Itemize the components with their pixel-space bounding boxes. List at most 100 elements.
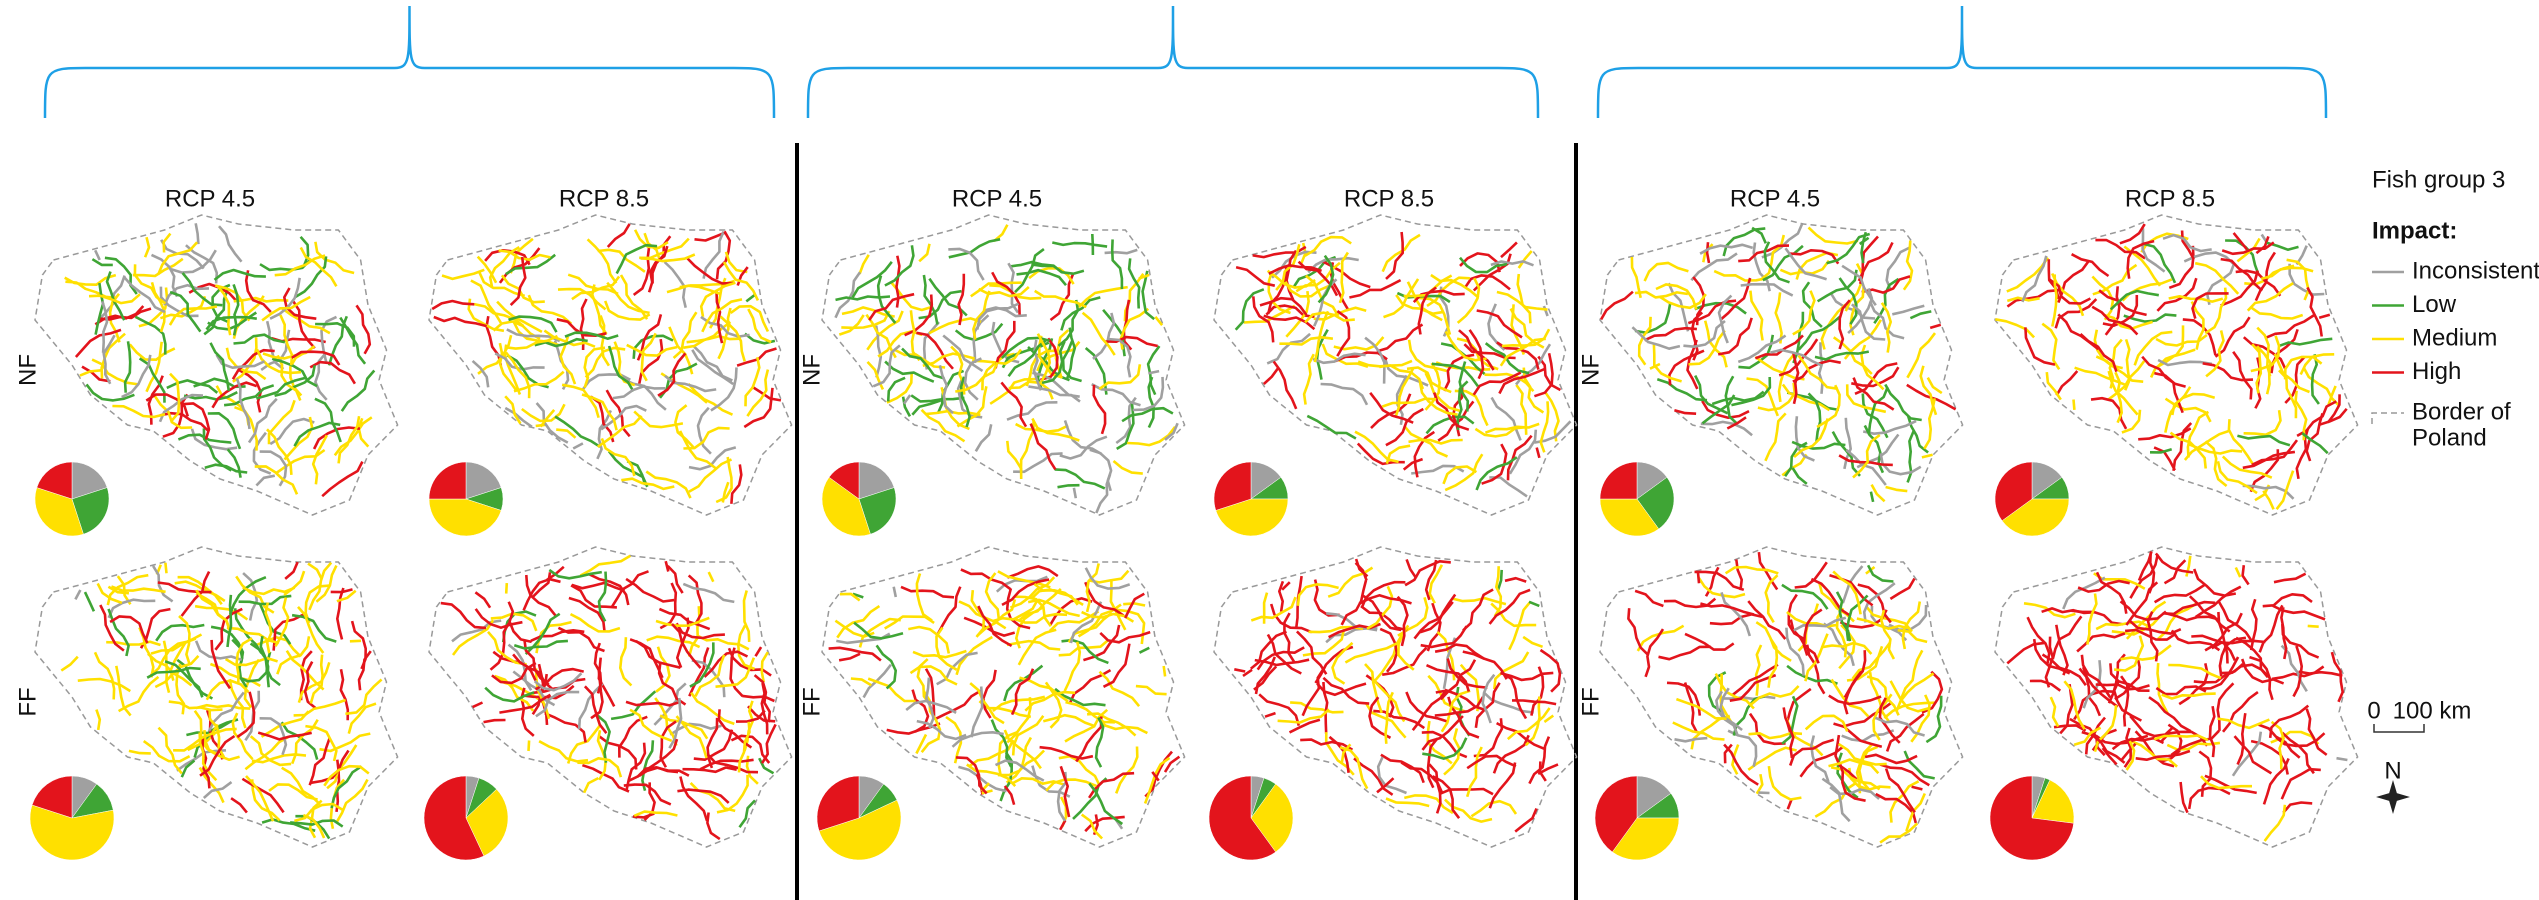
- river: [2283, 803, 2312, 813]
- river: [634, 812, 677, 816]
- river: [938, 587, 960, 634]
- river: [1058, 485, 1080, 487]
- river: [555, 417, 600, 447]
- river: [1659, 647, 1711, 659]
- river: [505, 408, 532, 427]
- river: [976, 424, 991, 451]
- river: [1710, 614, 1763, 624]
- river: [756, 647, 762, 656]
- river: [2260, 605, 2283, 652]
- river: [211, 343, 229, 391]
- river: [731, 464, 741, 503]
- river: [1007, 402, 1057, 419]
- river: [1284, 613, 1294, 662]
- river: [2156, 687, 2206, 695]
- river: [130, 344, 175, 359]
- river: [145, 237, 149, 257]
- river: [661, 721, 676, 767]
- river: [1712, 392, 1764, 404]
- river: [2099, 290, 2147, 315]
- river: [529, 295, 572, 324]
- river: [724, 262, 758, 300]
- river: [956, 757, 987, 793]
- river: [1930, 325, 1941, 328]
- river: [2265, 805, 2285, 841]
- river: [1731, 377, 1770, 405]
- river: [1922, 455, 1933, 458]
- river: [1489, 304, 1505, 350]
- column-label: RCP 8.5: [2125, 185, 2215, 212]
- north-label: N: [2384, 757, 2401, 784]
- river: [1638, 626, 1684, 651]
- river: [484, 720, 506, 722]
- river: [1463, 590, 1493, 631]
- river: [1538, 357, 1560, 391]
- river: [514, 641, 568, 649]
- river: [608, 224, 630, 247]
- river: [1523, 637, 1542, 647]
- river: [1060, 820, 1065, 829]
- river: [2186, 556, 2190, 577]
- river: [1136, 686, 1167, 694]
- river: [1905, 751, 1935, 778]
- north-arrow: [2376, 780, 2410, 814]
- column-label: RCP 4.5: [952, 185, 1042, 212]
- river: [2106, 286, 2120, 335]
- river: [588, 239, 617, 283]
- river: [1601, 292, 1633, 320]
- river: [1683, 321, 1725, 347]
- river: [919, 244, 929, 261]
- river: [1100, 672, 1140, 707]
- river: [746, 357, 760, 406]
- river: [707, 813, 719, 840]
- river: [1440, 789, 1493, 794]
- river: [228, 449, 241, 477]
- river: [310, 738, 330, 785]
- river: [691, 693, 734, 724]
- river: [853, 262, 892, 298]
- scale-label: 100 km: [2393, 697, 2472, 724]
- river: [1234, 669, 1245, 671]
- river: [1544, 306, 1548, 316]
- river: [630, 639, 662, 678]
- river: [1673, 723, 1725, 740]
- river: [1886, 769, 1915, 813]
- river: [2053, 616, 2082, 659]
- river: [315, 399, 341, 442]
- river: [709, 572, 714, 582]
- river: [208, 413, 240, 449]
- river: [2125, 728, 2131, 767]
- bracket: [808, 6, 1538, 118]
- river: [1096, 718, 1103, 768]
- river: [2308, 626, 2319, 627]
- river: [1467, 756, 1516, 768]
- river: [1013, 716, 1043, 756]
- river: [2272, 722, 2284, 769]
- river: [2051, 697, 2058, 726]
- river: [894, 587, 896, 597]
- river: [689, 606, 699, 656]
- bracket: [45, 6, 774, 118]
- river: [1806, 716, 1848, 732]
- river: [1518, 274, 1531, 323]
- river: [2143, 244, 2175, 283]
- river: [1407, 559, 1417, 578]
- river: [626, 702, 680, 706]
- river: [1733, 665, 1778, 695]
- river: [2115, 372, 2121, 422]
- river: [2263, 594, 2312, 606]
- river: [1112, 239, 1122, 289]
- river: [156, 625, 204, 641]
- river: [294, 700, 346, 715]
- river: [1537, 448, 1540, 458]
- river: [839, 315, 863, 335]
- river: [1819, 342, 1822, 394]
- river: [601, 316, 609, 366]
- river: [1921, 366, 1936, 415]
- river: [1386, 799, 1429, 807]
- river: [95, 652, 114, 699]
- legend-heading: Impact:: [2372, 217, 2457, 244]
- river: [731, 648, 743, 697]
- river: [1452, 598, 1506, 604]
- river: [165, 563, 166, 573]
